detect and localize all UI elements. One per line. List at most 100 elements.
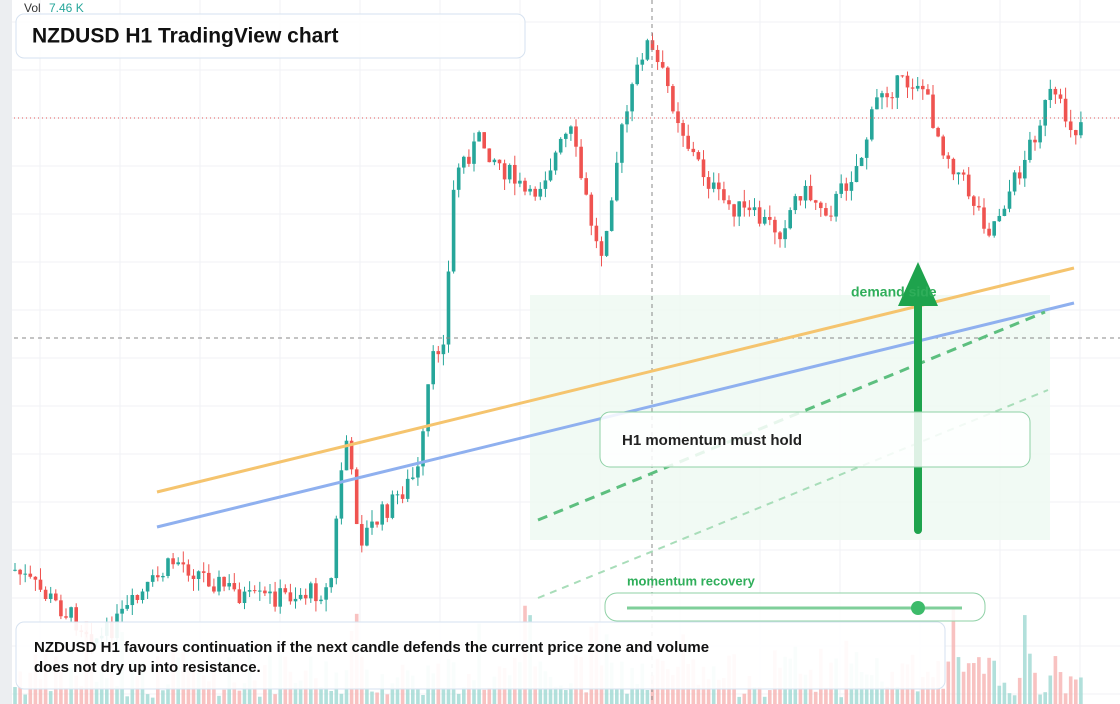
volume-bar [1007, 693, 1012, 704]
volume-bar [584, 692, 588, 704]
candle-body [737, 201, 741, 217]
candle-body [660, 62, 665, 68]
candle-body [666, 67, 670, 87]
volume-bar [564, 690, 568, 704]
candle-body [64, 616, 68, 618]
candle-body [462, 156, 466, 168]
candle-body [441, 344, 446, 355]
candle-body [788, 210, 792, 229]
volume-bar [1074, 679, 1078, 704]
candle-body [365, 527, 369, 546]
volume-bar [390, 683, 395, 704]
slider-thumb[interactable] [911, 601, 925, 615]
candle-body [671, 86, 675, 112]
candle-body [232, 583, 237, 590]
volume-bar [319, 687, 323, 704]
candle-body [477, 132, 481, 142]
candle-body [722, 189, 726, 201]
candle-body [411, 477, 415, 479]
vol-label: Vol [24, 1, 41, 15]
candle-body [569, 126, 573, 134]
candle-body [48, 593, 53, 599]
candle-body [778, 232, 782, 240]
candle-body [186, 564, 191, 576]
vol-value: 7.46 K [49, 1, 84, 15]
candle-body [762, 216, 767, 224]
candle-body [839, 183, 843, 194]
volume-bar [824, 687, 828, 704]
candle-body [380, 504, 384, 525]
candle-body [538, 188, 543, 197]
candle-body [630, 84, 634, 112]
volume-bar [762, 696, 767, 704]
candle-body [875, 97, 879, 110]
candle-body [1048, 88, 1053, 101]
candle-body [987, 228, 991, 236]
candle-body [966, 174, 971, 197]
volume-bar [645, 689, 650, 704]
volume-bar [956, 657, 961, 704]
volume-bar [931, 677, 935, 704]
volume-bar [1068, 676, 1073, 704]
candle-body [217, 576, 221, 592]
volume-bar [722, 677, 726, 704]
volume-bar [1002, 682, 1007, 704]
volume-bar [105, 678, 109, 704]
momentum-box [599, 411, 1031, 468]
candle-body [956, 172, 961, 175]
volume-bar [79, 686, 84, 704]
candle-body [880, 93, 884, 98]
candle-body [768, 216, 772, 220]
candle-body [344, 440, 349, 471]
volume-bar [125, 696, 129, 704]
volume-bar [1028, 653, 1032, 704]
candle-body [513, 164, 517, 184]
momentum-text: H1 momentum must hold [622, 432, 802, 449]
left-edge [0, 0, 12, 704]
candle-body [757, 207, 762, 224]
candle-body [416, 466, 420, 478]
candle-body [523, 180, 527, 192]
volume-bar [217, 695, 221, 704]
candle-body [834, 193, 838, 217]
candle-body [150, 575, 155, 582]
volume-bar [997, 685, 1002, 704]
candle-body [558, 138, 563, 153]
volume-bar [717, 679, 721, 704]
candle-body [676, 111, 680, 124]
candle-body [23, 573, 27, 575]
candle-body [961, 172, 966, 175]
candle-body [324, 587, 328, 600]
volume-bar [870, 675, 874, 704]
volume-bar [115, 686, 119, 704]
candle-body [910, 87, 915, 89]
volume-bar [696, 684, 701, 704]
candle-body [655, 49, 660, 63]
candle-body [681, 123, 685, 136]
candle-body [1063, 98, 1068, 122]
volume-bar [207, 681, 211, 704]
candle-body [487, 148, 492, 163]
candle-body [43, 589, 48, 599]
candle-body [268, 591, 272, 594]
caption-line: NZDUSD H1 favours continuation if the ne… [34, 639, 709, 656]
caption-line: does not dry up into resistance. [34, 659, 261, 676]
candle-body [125, 605, 129, 609]
candle-body [1023, 159, 1027, 179]
candle-body [171, 558, 175, 565]
candle-body [319, 599, 323, 602]
volume-bar [416, 688, 420, 704]
candle-body [609, 200, 614, 231]
candle-body [385, 504, 390, 518]
candle-body [798, 196, 803, 201]
candle-body [824, 208, 828, 216]
candle-body [579, 146, 583, 179]
title-box [15, 13, 526, 59]
candle-body [650, 40, 655, 50]
candle-body [405, 478, 410, 499]
candle-body [1033, 139, 1037, 143]
candle-body [773, 219, 777, 233]
volume-bar [38, 679, 43, 704]
candle-body [69, 607, 73, 618]
